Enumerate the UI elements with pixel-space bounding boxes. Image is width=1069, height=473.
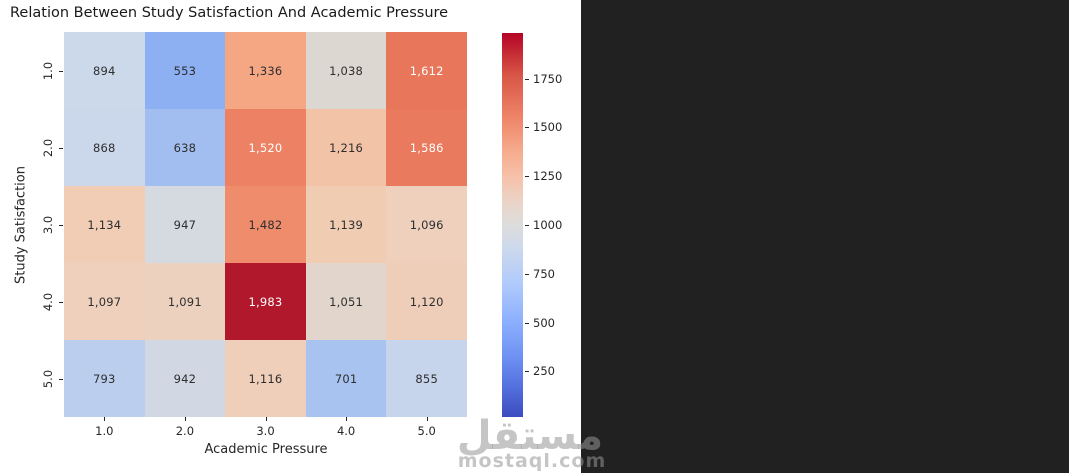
heatmap-cell: 1,983: [225, 263, 306, 340]
heatmap-cell: 1,139: [305, 186, 387, 263]
heatmap-cell: 1,336: [225, 32, 306, 109]
x-tick-mark: [426, 417, 428, 421]
heatmap-grid: 894 553 1,336 1,038 1,612 868 638 1,520 1,216 1,5…: [64, 32, 467, 417]
heatmap-cell: 1,051: [305, 263, 387, 340]
x-tick-label: 1.0: [95, 424, 114, 438]
heatmap-cell: 1,116: [225, 340, 306, 417]
heatmap-cell: 701: [305, 340, 387, 417]
x-tick-label: 3.0: [256, 424, 275, 438]
colorbar-tick-label: 1250: [533, 169, 563, 184]
chart-title: Relation Between Study Satisfaction And …: [10, 5, 449, 21]
heatmap-cell: 894: [64, 32, 145, 109]
y-tick-label: 4.0: [41, 292, 55, 311]
heatmap-cell: 1,612: [386, 32, 467, 109]
heatmap-cell: 868: [64, 109, 145, 186]
heatmap-cell: 1,134: [64, 186, 145, 263]
colorbar-tick-mark: [525, 322, 529, 324]
watermark-arabic-text: مستقل: [456, 413, 604, 459]
heatmap-cell: 1,097: [64, 263, 145, 340]
x-tick-label: 4.0: [336, 424, 356, 438]
x-axis-label-text: Academic Pressure: [204, 442, 328, 457]
heatmap-cell: 1,038: [305, 32, 387, 109]
colorbar-tick-mark: [525, 176, 529, 178]
x-tick-label: 5.0: [417, 424, 436, 438]
colorbar-tick-label: 250: [533, 364, 555, 379]
y-tick-label: 3.0: [41, 215, 55, 234]
y-tick-mark: [59, 70, 63, 72]
watermark-latin-text: mostaql.com: [457, 450, 607, 472]
y-axis-label: Study Satisfaction: [13, 166, 29, 284]
y-tick-label: 1.0: [41, 61, 55, 80]
colorbar-tick-mark: [525, 371, 529, 373]
x-tick-label: 2.0: [175, 424, 195, 438]
x-tick-mark: [265, 417, 267, 421]
y-tick-label: 2.0: [41, 138, 55, 157]
y-tick-mark: [59, 147, 63, 149]
colorbar-tick-label: 750: [533, 266, 555, 281]
colorbar-tick-label: 500: [533, 315, 555, 330]
heatmap-cell: 1,586: [386, 109, 467, 186]
heatmap-cell: 942: [144, 340, 226, 417]
heatmap-cell: 1,482: [225, 186, 306, 263]
colorbar-tick-label: 1000: [533, 218, 563, 232]
heatmap-cell: 1,091: [144, 263, 226, 340]
x-tick-mark: [184, 417, 186, 421]
heatmap-cell: 1,120: [386, 263, 467, 340]
heatmap-cell: 1,096: [386, 186, 467, 263]
heatmap-cell: 855: [386, 340, 467, 417]
x-tick-mark: [346, 417, 348, 421]
heatmap-cell: 947: [144, 186, 226, 263]
colorbar-gradient: [502, 33, 523, 417]
colorbar-tick-mark: [525, 127, 529, 129]
heatmap-cell: 1,216: [305, 109, 387, 186]
heatmap-cell: 553: [144, 32, 226, 109]
colorbar-tick-label: 1750: [533, 71, 563, 86]
y-tick-mark: [59, 301, 63, 303]
y-tick-label: 5.0: [41, 369, 55, 388]
chart-figure: Relation Between Study Satisfaction And …: [0, 0, 581, 473]
colorbar-tick-mark: [525, 78, 529, 80]
colorbar-tick-label: 1500: [533, 120, 563, 135]
heatmap-cell: 793: [64, 340, 145, 417]
y-tick-mark: [59, 378, 63, 380]
heatmap-cell: 638: [144, 109, 226, 186]
heatmap-cell: 1,520: [225, 109, 306, 186]
colorbar-tick-mark: [525, 273, 529, 275]
y-tick-mark: [59, 224, 63, 226]
x-tick-mark: [104, 417, 106, 421]
colorbar-tick-mark: [525, 225, 529, 226]
